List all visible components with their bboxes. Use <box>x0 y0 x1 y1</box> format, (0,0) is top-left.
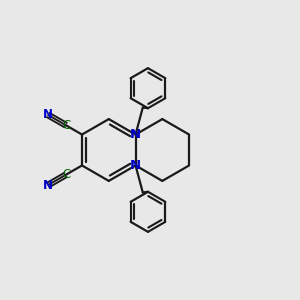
Text: N: N <box>130 128 141 141</box>
Text: N: N <box>43 179 52 192</box>
Text: C: C <box>62 119 70 132</box>
Text: N: N <box>43 108 52 121</box>
Text: N: N <box>130 159 141 172</box>
Text: C: C <box>62 168 70 181</box>
